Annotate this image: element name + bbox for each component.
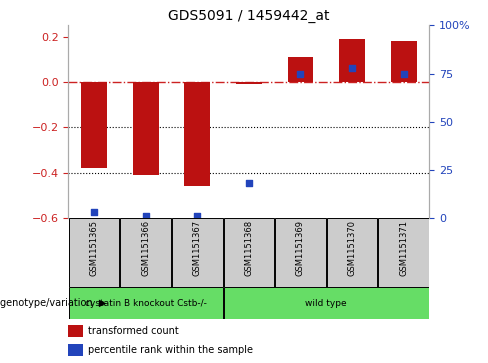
- Text: transformed count: transformed count: [88, 326, 179, 336]
- Point: [90, 209, 98, 215]
- Bar: [68, 344, 83, 356]
- Text: percentile rank within the sample: percentile rank within the sample: [88, 345, 253, 355]
- Text: GSM1151368: GSM1151368: [244, 220, 253, 276]
- Bar: [68, 325, 83, 337]
- Bar: [391, 41, 417, 82]
- Text: GSM1151367: GSM1151367: [193, 220, 202, 276]
- Title: GDS5091 / 1459442_at: GDS5091 / 1459442_at: [168, 9, 329, 23]
- Point: [142, 213, 150, 219]
- Bar: [133, 82, 159, 175]
- Bar: [236, 82, 262, 84]
- Bar: [378, 218, 429, 287]
- Bar: [339, 39, 365, 82]
- Text: wild type: wild type: [305, 299, 347, 307]
- Point: [297, 70, 305, 77]
- Text: GSM1151365: GSM1151365: [90, 220, 99, 276]
- Bar: [184, 82, 210, 186]
- Bar: [69, 287, 223, 319]
- Point: [245, 180, 253, 186]
- Text: GSM1151370: GSM1151370: [347, 220, 357, 276]
- Bar: [287, 57, 313, 82]
- Bar: [275, 218, 326, 287]
- Bar: [81, 82, 107, 168]
- Bar: [224, 287, 429, 319]
- Bar: [121, 218, 171, 287]
- Bar: [327, 218, 377, 287]
- Bar: [172, 218, 223, 287]
- Point: [193, 213, 201, 219]
- Text: GSM1151369: GSM1151369: [296, 220, 305, 276]
- Text: genotype/variation  ▶: genotype/variation ▶: [0, 298, 106, 308]
- Bar: [224, 218, 274, 287]
- Point: [348, 65, 356, 71]
- Bar: [69, 218, 120, 287]
- Point: [400, 70, 407, 77]
- Text: GSM1151366: GSM1151366: [141, 220, 150, 276]
- Text: cystatin B knockout Cstb-/-: cystatin B knockout Cstb-/-: [85, 299, 206, 307]
- Text: GSM1151371: GSM1151371: [399, 220, 408, 276]
